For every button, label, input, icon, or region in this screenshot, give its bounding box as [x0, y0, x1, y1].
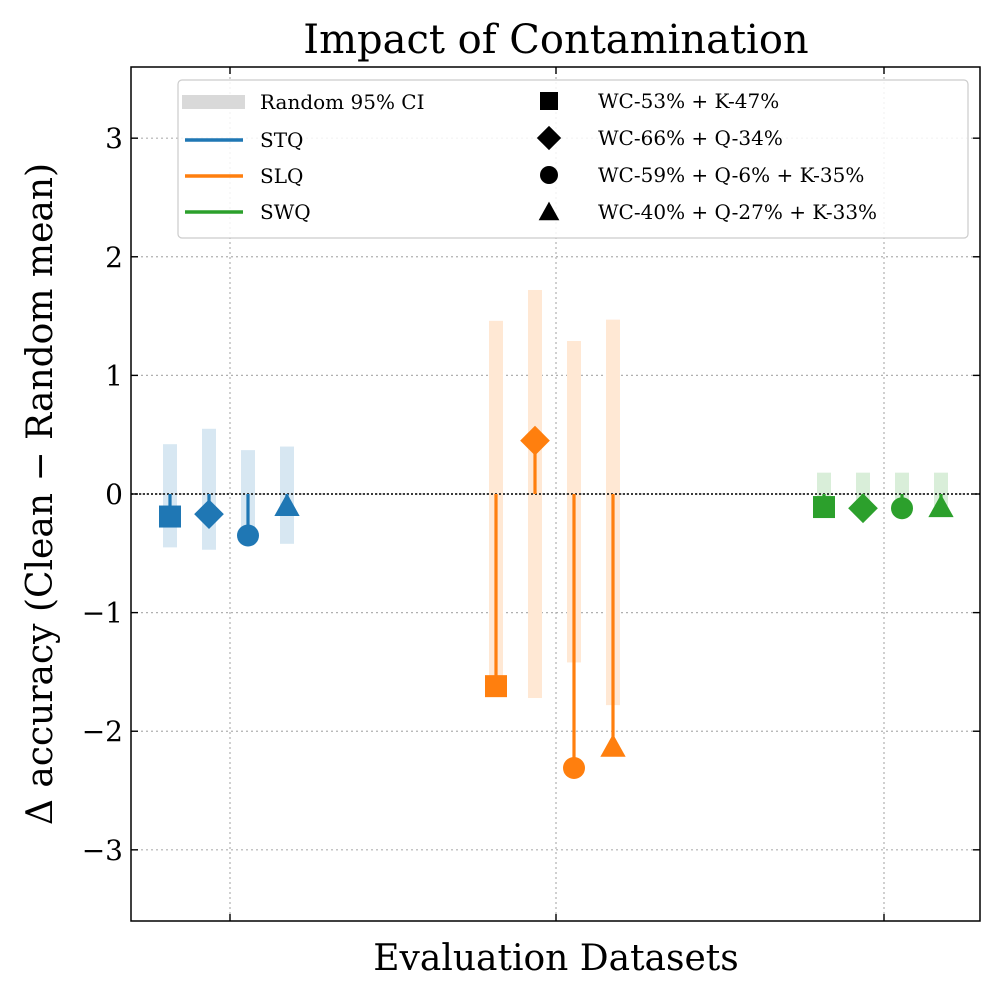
marker-swq-circle: [891, 497, 913, 520]
legend-dataset-entries: Random 95% CI STQ SLQ SWQ: [182, 90, 425, 224]
legend-mixture-label-0: WC-53% + K-47%: [598, 89, 779, 113]
ci-band-stq-1: [202, 428, 216, 550]
legend-mixture-label-3: WC-40% + Q-27% + K-33%: [598, 200, 877, 224]
y-tick-label-2: −1: [82, 597, 123, 630]
marker-stq-triangle: [274, 493, 300, 516]
legend-marker-circle: [540, 166, 558, 184]
marker-slq-square: [485, 675, 507, 698]
legend-mixture-label-1: WC-66% + Q-34%: [598, 126, 783, 150]
legend-box: [177, 79, 969, 239]
legend-ci-swatch: [182, 95, 245, 109]
marker-slq-diamond: [520, 425, 550, 456]
markers: [159, 425, 954, 779]
legend-mixture-label-2: WC-59% + Q-6% + K-35%: [598, 163, 864, 187]
y-tick-label-1: −2: [82, 715, 123, 748]
chart-title: Impact of Contamination: [303, 17, 808, 63]
legend-label-slq: SLQ: [260, 164, 303, 188]
y-tick-label-3: 0: [105, 478, 123, 511]
legend-marker-triangle: [538, 201, 560, 221]
y-tick-label-0: −3: [82, 834, 123, 867]
legend-marker-square: [540, 92, 558, 110]
ci-band-swq-10: [895, 472, 909, 506]
axis-ticks: −3 −2 −1 0 1 2 3: [82, 67, 980, 921]
marker-swq-square: [813, 496, 835, 519]
marker-stq-square: [159, 505, 181, 528]
y-axis-label: Δ accuracy (Clean − Random mean): [20, 163, 61, 825]
marker-stq-diamond: [194, 499, 224, 530]
marker-swq-triangle: [928, 494, 954, 518]
plot-frame: [130, 66, 981, 922]
marker-slq-circle: [563, 756, 585, 779]
legend-label-swq: SWQ: [260, 200, 311, 224]
legend-marker-diamond: [536, 125, 562, 151]
marker-stq-circle: [237, 524, 259, 547]
y-tick-label-6: 3: [105, 122, 123, 155]
legend-label-stq: STQ: [260, 128, 303, 152]
marker-swq-diamond: [848, 493, 878, 524]
legend-ci-label: Random 95% CI: [260, 90, 425, 114]
ci-band-swq-11: [934, 472, 948, 506]
stems: [168, 440, 943, 768]
y-tick-label-4: 1: [105, 359, 123, 392]
x-axis-label: Evaluation Datasets: [373, 938, 739, 979]
y-tick-label-5: 2: [105, 241, 123, 274]
legend-mixture-entries: WC-53% + K-47% WC-66% + Q-34% WC-59% + Q-6…: [536, 89, 877, 224]
marker-slq-triangle: [600, 733, 626, 757]
